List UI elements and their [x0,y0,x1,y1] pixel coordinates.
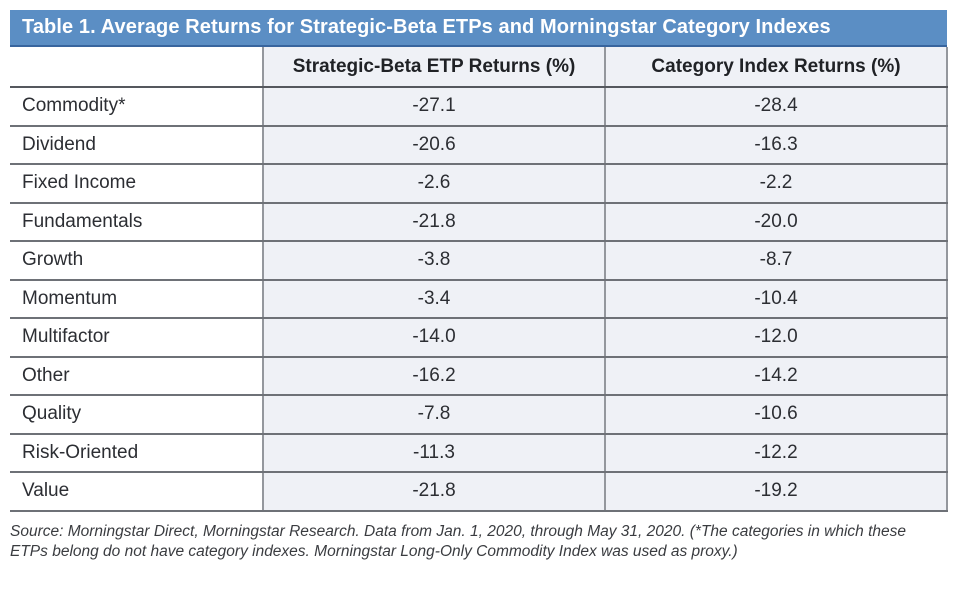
row-category: Value [10,472,263,512]
row-index-return: -2.2 [604,164,948,204]
table-row: Momentum -3.4 -10.4 [10,279,948,319]
row-index-return: -10.4 [604,279,948,319]
table-row: Dividend -20.6 -16.3 [10,125,948,165]
header-row: Strategic-Beta ETP Returns (%) Category … [10,47,948,88]
row-category: Fixed Income [10,164,263,204]
row-category: Dividend [10,125,263,165]
table-row: Quality -7.8 -10.6 [10,395,948,435]
row-category: Multifactor [10,318,263,358]
row-index-return: -28.4 [604,87,948,127]
row-category: Quality [10,395,263,435]
row-etp-return: -21.8 [262,472,605,512]
row-category: Risk-Oriented [10,433,263,473]
row-index-return: -16.3 [604,125,948,165]
row-category: Growth [10,241,263,281]
row-index-return: -19.2 [604,472,948,512]
table-body: Commodity* -27.1 -28.4 Dividend -20.6 -1… [10,87,948,512]
source-note: Source: Morningstar Direct, Morningstar … [10,522,906,560]
table-row: Fixed Income -2.6 -2.2 [10,164,948,204]
row-etp-return: -3.8 [262,241,605,281]
header-cell-category [10,47,263,88]
row-category: Other [10,356,263,396]
header-cell-index-returns: Category Index Returns (%) [604,47,948,88]
row-index-return: -20.0 [604,202,948,242]
table-title: Table 1. Average Returns for Strategic-B… [22,16,831,38]
table-row: Risk-Oriented -11.3 -12.2 [10,433,948,473]
table-row: Commodity* -27.1 -28.4 [10,87,948,127]
row-etp-return: -11.3 [262,433,605,473]
row-index-return: -12.0 [604,318,948,358]
row-category: Commodity* [10,87,263,127]
table-row: Value -21.8 -19.2 [10,472,948,512]
row-index-return: -10.6 [604,395,948,435]
header-cell-etp-returns: Strategic-Beta ETP Returns (%) [262,47,605,88]
row-category: Momentum [10,279,263,319]
row-etp-return: -7.8 [262,395,605,435]
row-etp-return: -27.1 [262,87,605,127]
table-card: Table 1. Average Returns for Strategic-B… [10,10,948,562]
table-row: Fundamentals -21.8 -20.0 [10,202,948,242]
table-row: Growth -3.8 -8.7 [10,241,948,281]
row-index-return: -8.7 [604,241,948,281]
row-index-return: -12.2 [604,433,948,473]
row-etp-return: -14.0 [262,318,605,358]
returns-table: Strategic-Beta ETP Returns (%) Category … [10,47,948,512]
row-etp-return: -16.2 [262,356,605,396]
row-etp-return: -21.8 [262,202,605,242]
row-etp-return: -3.4 [262,279,605,319]
table-row: Other -16.2 -14.2 [10,356,948,396]
row-index-return: -14.2 [604,356,948,396]
row-category: Fundamentals [10,202,263,242]
table-title-bar: Table 1. Average Returns for Strategic-B… [10,10,947,47]
table-row: Multifactor -14.0 -12.0 [10,318,948,358]
row-etp-return: -2.6 [262,164,605,204]
row-etp-return: -20.6 [262,125,605,165]
